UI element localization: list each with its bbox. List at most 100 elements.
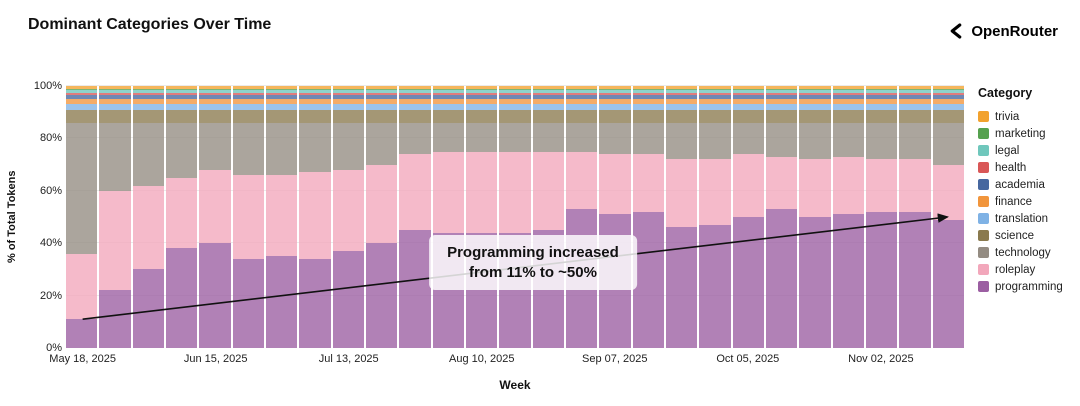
bar-segment-marketing[interactable] (865, 88, 898, 90)
bar-segment-trivia[interactable] (199, 86, 231, 89)
bar-segment-technology[interactable] (66, 122, 98, 254)
bar-segment-marketing[interactable] (732, 88, 764, 90)
bar-segment-academia[interactable] (799, 95, 831, 100)
bar-segment-legal[interactable] (432, 90, 464, 93)
bar-segment-marketing[interactable] (199, 88, 231, 90)
bar-segment-technology[interactable] (865, 122, 898, 160)
bar-segment-roleplay[interactable] (265, 175, 298, 257)
bar-segment-programming[interactable] (99, 290, 131, 348)
bar-segment-science[interactable] (299, 109, 331, 123)
bar-segment-academia[interactable] (66, 95, 98, 100)
bar-segment-trivia[interactable] (899, 86, 931, 89)
bar-segment-finance[interactable] (66, 99, 98, 105)
bar-segment-science[interactable] (899, 109, 931, 123)
bar-segment-academia[interactable] (599, 95, 631, 100)
bar-segment-translation[interactable] (399, 104, 431, 110)
bar-segment-health[interactable] (732, 92, 764, 96)
bar-2025-10-26[interactable] (832, 86, 864, 348)
bar-segment-legal[interactable] (265, 90, 298, 93)
bar-segment-trivia[interactable] (165, 86, 198, 89)
bar-segment-translation[interactable] (299, 104, 331, 110)
bar-segment-legal[interactable] (799, 90, 831, 93)
bar-2025-06-29[interactable] (265, 86, 298, 348)
bar-segment-finance[interactable] (199, 99, 231, 105)
bar-segment-finance[interactable] (299, 99, 331, 105)
bar-segment-marketing[interactable] (899, 88, 931, 90)
bar-segment-academia[interactable] (499, 95, 531, 100)
bar-segment-academia[interactable] (132, 95, 164, 100)
bar-segment-legal[interactable] (99, 90, 131, 93)
bar-2025-06-01[interactable] (132, 86, 164, 348)
bar-segment-academia[interactable] (899, 95, 931, 100)
bar-segment-technology[interactable] (899, 122, 931, 160)
bar-segment-health[interactable] (665, 92, 698, 96)
bar-segment-health[interactable] (332, 92, 364, 96)
bar-segment-academia[interactable] (332, 95, 364, 100)
bar-segment-health[interactable] (232, 92, 264, 96)
bar-segment-science[interactable] (365, 109, 398, 123)
bar-segment-programming[interactable] (799, 217, 831, 348)
bar-segment-health[interactable] (165, 92, 198, 96)
bar-segment-roleplay[interactable] (832, 156, 864, 215)
bar-segment-legal[interactable] (199, 89, 231, 93)
bar-segment-translation[interactable] (165, 104, 198, 110)
bar-segment-health[interactable] (265, 92, 298, 96)
bar-segment-marketing[interactable] (432, 88, 464, 90)
bar-segment-health[interactable] (99, 92, 131, 96)
bar-segment-science[interactable] (732, 109, 764, 123)
bar-segment-health[interactable] (799, 92, 831, 96)
bar-segment-translation[interactable] (665, 104, 698, 110)
bar-segment-finance[interactable] (699, 99, 731, 105)
bar-segment-marketing[interactable] (365, 88, 398, 90)
bar-segment-roleplay[interactable] (465, 151, 498, 233)
bar-segment-health[interactable] (865, 92, 898, 96)
bar-segment-translation[interactable] (699, 104, 731, 110)
bar-segment-marketing[interactable] (932, 88, 964, 90)
bar-segment-technology[interactable] (332, 122, 364, 170)
bar-segment-roleplay[interactable] (865, 159, 898, 212)
bar-segment-technology[interactable] (465, 122, 498, 152)
bar-segment-trivia[interactable] (732, 86, 764, 89)
bar-2025-10-12[interactable] (765, 86, 798, 348)
bar-segment-science[interactable] (199, 109, 231, 123)
bar-segment-technology[interactable] (165, 122, 198, 178)
bar-segment-roleplay[interactable] (532, 151, 564, 231)
bar-segment-science[interactable] (699, 109, 731, 123)
bar-segment-health[interactable] (299, 92, 331, 96)
bar-segment-translation[interactable] (99, 104, 131, 110)
bar-2025-11-09[interactable] (899, 86, 931, 348)
bar-segment-legal[interactable] (699, 90, 731, 93)
bar-segment-roleplay[interactable] (732, 154, 764, 217)
bar-segment-health[interactable] (132, 92, 164, 96)
bar-segment-marketing[interactable] (232, 88, 264, 90)
bar-2025-07-13[interactable] (332, 86, 364, 348)
bar-segment-technology[interactable] (232, 122, 264, 176)
bar-segment-health[interactable] (66, 92, 98, 96)
bar-segment-health[interactable] (932, 92, 964, 96)
bar-segment-health[interactable] (399, 92, 431, 96)
bar-segment-technology[interactable] (665, 122, 698, 160)
bar-segment-academia[interactable] (665, 95, 698, 100)
bar-segment-technology[interactable] (499, 122, 531, 152)
bar-segment-translation[interactable] (799, 104, 831, 110)
bar-segment-legal[interactable] (765, 90, 798, 93)
bar-segment-marketing[interactable] (599, 88, 631, 90)
bar-segment-technology[interactable] (765, 122, 798, 157)
bar-segment-technology[interactable] (365, 122, 398, 165)
bar-segment-legal[interactable] (365, 90, 398, 93)
bar-segment-finance[interactable] (432, 99, 464, 105)
bar-segment-science[interactable] (332, 109, 364, 123)
bar-segment-technology[interactable] (132, 122, 164, 186)
legend-item-finance[interactable]: finance (978, 193, 1063, 210)
bar-segment-trivia[interactable] (599, 86, 631, 89)
bar-segment-science[interactable] (632, 109, 664, 123)
bar-segment-roleplay[interactable] (565, 151, 598, 210)
bar-segment-technology[interactable] (565, 122, 598, 152)
bar-segment-technology[interactable] (699, 122, 731, 160)
bar-segment-science[interactable] (399, 109, 431, 123)
bar-segment-programming[interactable] (832, 214, 864, 348)
bar-segment-programming[interactable] (199, 243, 231, 348)
bar-segment-trivia[interactable] (232, 86, 264, 89)
bar-segment-science[interactable] (765, 109, 798, 123)
bar-segment-translation[interactable] (265, 104, 298, 110)
